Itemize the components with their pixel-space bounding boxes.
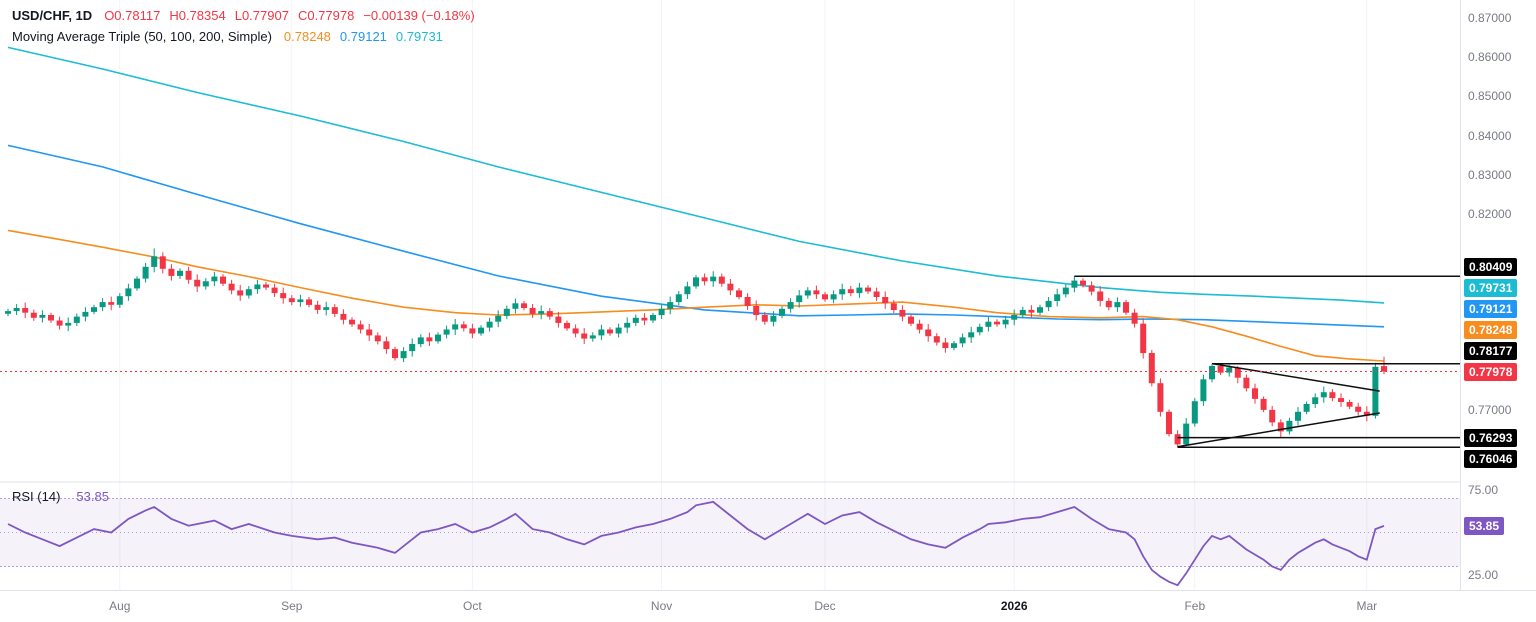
price-badge: 0.80409 [1464, 258, 1518, 276]
trend-lines[interactable] [1177, 362, 1380, 448]
ohlc-close: C0.77978 [297, 8, 355, 23]
rsi-band [0, 498, 1460, 567]
price-badge: 0.78248 [1464, 321, 1518, 339]
price-badge: 0.77978 [1464, 363, 1518, 381]
price-axis-label: 0.87000 [1468, 11, 1512, 25]
time-axis-label: Mar [1356, 599, 1378, 613]
ma200-value: 0.79731 [395, 29, 443, 44]
rsi-line [7, 500, 1385, 587]
time-axis-label: 2026 [1000, 599, 1028, 613]
ohlc-open: O0.78117 [104, 8, 161, 23]
price-axis-label: 0.84000 [1468, 128, 1512, 143]
ma100-line [7, 144, 1385, 328]
indicator-row: Moving Average Triple (50, 100, 200, Sim… [12, 29, 484, 44]
ma-indicator-title[interactable]: Moving Average Triple (50, 100, 200, Sim… [12, 29, 272, 44]
horizontal-level-lines[interactable] [1074, 275, 1460, 448]
price-axis-label: 0.77000 [1468, 402, 1512, 417]
ohlc-change: −0.00139 (−0.18%) [363, 8, 475, 23]
price-badge: 0.79731 [1464, 279, 1518, 297]
price-badge: 0.78177 [1464, 342, 1518, 360]
time-axis-label: Sep [281, 599, 303, 613]
ma100-value: 0.79121 [339, 29, 387, 44]
time-axis-label: Aug [109, 599, 131, 613]
price-axis[interactable]: 0.87000 0.86000 0.85000 0.84000 0.83000 0.820… [1460, 0, 1536, 590]
rsi-indicator-title[interactable]: RSI (14) [12, 489, 61, 504]
price-axis-label: 0.85000 [1468, 89, 1512, 104]
price-badge: 0.79121 [1464, 300, 1518, 318]
price-axis-label: 0.86000 [1468, 50, 1512, 65]
candles [5, 248, 1387, 448]
time-axis-label: Feb [1184, 599, 1206, 613]
rsi-axis-label: 25.00 [1468, 568, 1499, 582]
ohlc-low: L0.77907 [234, 8, 289, 23]
price-badge: 0.76293 [1464, 429, 1518, 447]
time-axis[interactable]: Aug Sep Oct Nov Dec 2026 Feb Mar [0, 590, 1536, 622]
rsi-legend: RSI (14) 53.85 [12, 489, 109, 504]
rsi-axis-label: 75.00 [1468, 483, 1499, 497]
time-axis-label: Oct [463, 599, 482, 613]
price-axis-label: 0.82000 [1468, 206, 1512, 221]
ma50-line [7, 229, 1385, 362]
symbol-title[interactable]: USD/CHF, 1D [12, 8, 93, 23]
time-axis-label: Dec [814, 599, 836, 613]
chart-legend: USD/CHF, 1D O0.78117 H0.78354 L0.77907 C0.77… [12, 8, 484, 50]
price-badge: 0.76046 [1464, 450, 1518, 468]
rsi-badge: 53.85 [1464, 517, 1505, 535]
ma50-value: 0.78248 [283, 29, 331, 44]
rsi-value: 53.85 [76, 489, 109, 504]
symbol-row: USD/CHF, 1D O0.78117 H0.78354 L0.77907 C0.77… [12, 8, 484, 23]
ma200-line [7, 46, 1385, 304]
time-axis-label: Nov [650, 599, 673, 613]
ohlc-high: H0.78354 [169, 8, 226, 23]
price-axis-label: 0.83000 [1468, 167, 1512, 182]
chart-plot-area[interactable] [0, 0, 1460, 590]
